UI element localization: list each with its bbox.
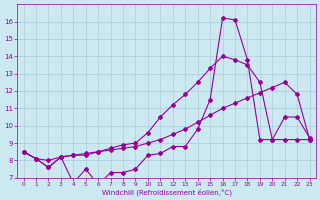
X-axis label: Windchill (Refroidissement éolien,°C): Windchill (Refroidissement éolien,°C) — [101, 188, 232, 196]
